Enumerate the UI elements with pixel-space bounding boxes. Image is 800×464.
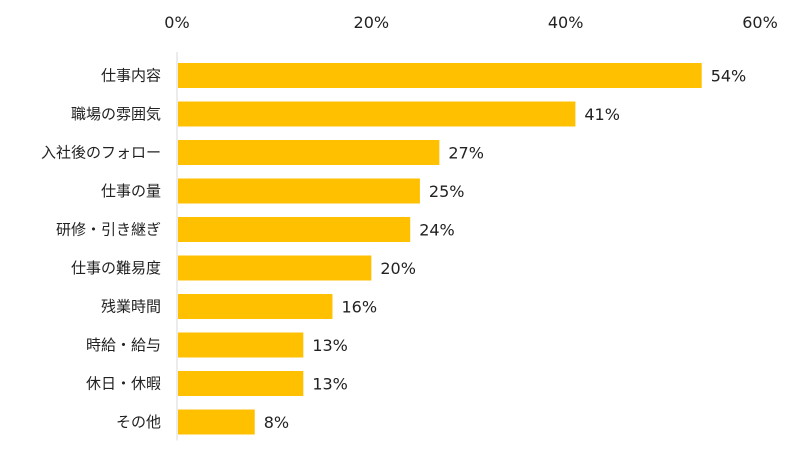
data-label: 20% (380, 259, 416, 278)
category-label: 残業時間 (101, 298, 161, 316)
bar (178, 178, 420, 204)
category-axis: 仕事内容職場の雰囲気入社後のフォロー仕事の量研修・引き継ぎ仕事の難易度残業時間時… (41, 67, 161, 432)
bar (178, 409, 255, 435)
x-tick-label: 0% (164, 13, 189, 32)
x-tick-label: 20% (354, 13, 390, 32)
data-label: 16% (341, 298, 377, 317)
category-label: 仕事の難易度 (71, 259, 161, 277)
x-tick-label: 60% (742, 13, 778, 32)
category-label: 入社後のフォロー (41, 144, 161, 162)
data-label: 24% (419, 221, 455, 240)
bar (178, 63, 702, 88)
category-label: 仕事内容 (101, 67, 161, 85)
data-label: 54% (711, 67, 747, 86)
bar (178, 101, 576, 127)
category-label: 研修・引き継ぎ (56, 221, 161, 239)
data-label: 13% (312, 336, 348, 355)
category-label: その他 (116, 413, 161, 431)
data-label: 8% (264, 413, 289, 432)
category-label: 仕事の量 (101, 182, 161, 200)
bars (178, 63, 702, 435)
data-label: 27% (448, 144, 484, 163)
bar (178, 371, 304, 396)
x-axis: 0% 20% 40% 60% (164, 13, 778, 441)
x-tick-label: 40% (548, 13, 584, 32)
bar (178, 140, 440, 165)
category-label: 時給・給与 (86, 336, 161, 354)
category-label: 職場の雰囲気 (71, 105, 161, 123)
data-label: 13% (312, 375, 348, 394)
bar (178, 217, 411, 242)
bar (178, 332, 304, 358)
data-label: 41% (584, 105, 620, 124)
data-label: 25% (429, 182, 465, 201)
category-label: 休日・休暇 (86, 375, 161, 393)
bar (178, 255, 372, 281)
data-labels: 54% 41% 27% 25% 24%20% 16% 13% 13% 8% (264, 67, 747, 433)
bar (178, 294, 333, 319)
